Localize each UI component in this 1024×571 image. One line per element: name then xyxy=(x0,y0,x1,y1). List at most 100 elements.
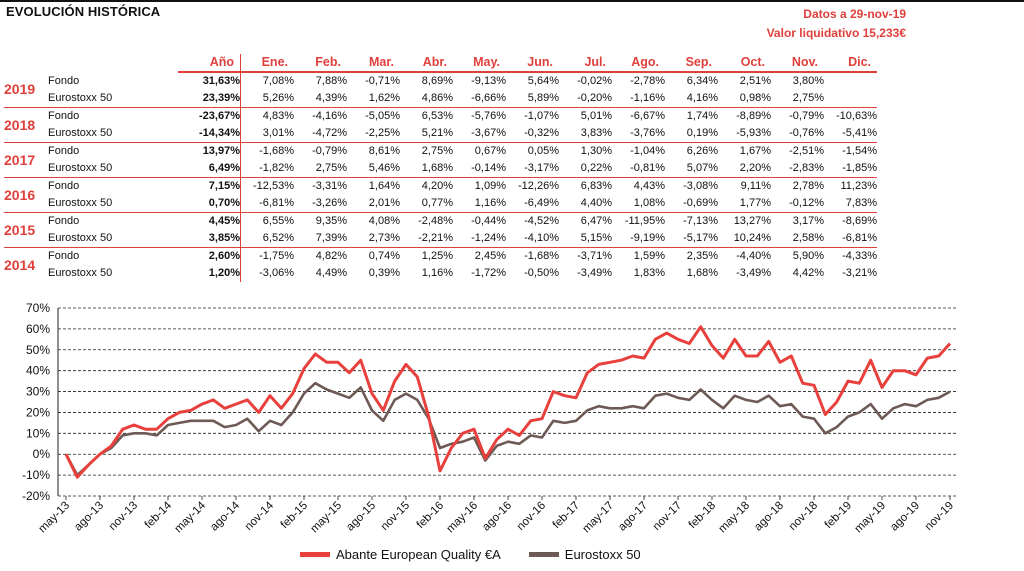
monthly-return: 4,42% xyxy=(792,267,824,279)
nav-text: Valor liquidativo 15,233€ xyxy=(766,26,906,40)
monthly-return: 4,20% xyxy=(400,177,453,195)
monthly-return: -7,13% xyxy=(665,212,718,230)
table-row: 2017 Fondo 13,97% -1,68% -0,79% 8,61% 2,75% 0,6… xyxy=(4,142,877,178)
monthly-return: 1,77% xyxy=(739,197,771,209)
monthly-return: -0,79% xyxy=(294,142,347,160)
table-row: 2014 Fondo 2,60% -1,75% 4,82% 0,74% 1,25% 2,45%… xyxy=(4,247,877,282)
monthly-return: -0,79% xyxy=(771,107,824,125)
monthly-return: -1,24% xyxy=(471,232,506,244)
monthly-return: 2,51% xyxy=(739,75,771,87)
monthly-return: -5,17% xyxy=(683,232,718,244)
column-header: Ene. xyxy=(240,54,294,73)
monthly-return: -3,06% xyxy=(240,265,294,282)
monthly-return: -1,54% xyxy=(824,142,877,160)
annual-return: -14,34% xyxy=(199,127,240,139)
monthly-return: -6,49% xyxy=(524,197,559,209)
monthly-return: -9,13% xyxy=(471,75,506,87)
x-tick-label: feb-16 xyxy=(415,500,447,532)
annual-return: 4,45% xyxy=(178,212,241,230)
monthly-return: 2,75% xyxy=(400,142,453,160)
monthly-return: 8,61% xyxy=(347,142,400,160)
monthly-return: 5,46% xyxy=(368,162,400,174)
monthly-return: -0,14% xyxy=(471,162,506,174)
monthly-return: -0,69% xyxy=(683,197,718,209)
monthly-return: -1,75% xyxy=(240,247,294,265)
row-label: Eurostoxx 50 xyxy=(48,92,113,104)
table-row: Eurostoxx 50 3,85% 6,52% 7,39% 2,73% -2,21% -1… xyxy=(4,230,877,248)
page-title: EVOLUCIÓN HISTÓRICA xyxy=(6,4,161,19)
monthly-return: -0,20% xyxy=(577,92,612,104)
monthly-return: 10,24% xyxy=(733,232,771,244)
monthly-return: 1,68% xyxy=(421,162,453,174)
monthly-return: -3,76% xyxy=(630,127,665,139)
monthly-return: -1,68% xyxy=(240,142,294,160)
monthly-return: 2,58% xyxy=(792,232,824,244)
monthly-return: 9,35% xyxy=(294,212,347,230)
monthly-return: -2,48% xyxy=(400,212,453,230)
monthly-return: -4,16% xyxy=(294,107,347,125)
monthly-return: 2,78% xyxy=(771,177,824,195)
table-header-row: Año Ene. Feb. Mar. Abr. May. Jun. Jul. Ago. Sep. O… xyxy=(4,54,877,73)
series-line-index xyxy=(64,381,951,477)
row-label: Fondo xyxy=(48,212,178,230)
top-rule xyxy=(0,0,1024,2)
row-label: Eurostoxx 50 xyxy=(48,162,113,174)
series-line-fund xyxy=(64,325,952,479)
x-tick-label: nov-14 xyxy=(243,499,277,533)
header-meta: Datos a 29-nov-19 Valor liquidativo 15,2… xyxy=(767,5,906,43)
monthly-return: -3,49% xyxy=(736,267,771,279)
x-tick-label: may-13 xyxy=(37,500,73,536)
monthly-return: 5,07% xyxy=(686,162,718,174)
table-row: Eurostoxx 50 1,20% -3,06% 4,49% 0,39% 1,16% -1… xyxy=(4,265,877,282)
monthly-return: -1,82% xyxy=(240,160,294,178)
chart-legend: Abante European Quality €A Eurostoxx 50 xyxy=(300,547,669,562)
legend-swatch-fund xyxy=(300,552,330,557)
annual-return: 23,39% xyxy=(202,92,240,104)
monthly-return: -5,93% xyxy=(736,127,771,139)
monthly-return: -11,95% xyxy=(612,212,665,230)
monthly-return: -4,10% xyxy=(524,232,559,244)
monthly-return: 6,53% xyxy=(400,107,453,125)
monthly-return: -5,41% xyxy=(842,127,877,139)
monthly-return: 7,39% xyxy=(315,232,347,244)
table-row: 2018 Fondo -23,67% 4,83% -4,16% -5,05% 6,53% -5… xyxy=(4,107,877,143)
monthly-return: 5,15% xyxy=(580,232,612,244)
monthly-return: 4,40% xyxy=(580,197,612,209)
monthly-return: 1,64% xyxy=(347,177,400,195)
monthly-return: 5,89% xyxy=(527,92,559,104)
monthly-return: -1,16% xyxy=(630,92,665,104)
monthly-return: -3,08% xyxy=(665,177,718,195)
x-tick-label: ago-14 xyxy=(208,499,242,533)
monthly-return: 4,86% xyxy=(421,92,453,104)
monthly-return: 3,01% xyxy=(240,125,294,143)
legend-swatch-index xyxy=(528,552,559,557)
table-row: 2015 Fondo 4,45% 6,55% 9,35% 4,08% -2,48% -0,44… xyxy=(4,212,877,248)
monthly-return: 2,75% xyxy=(792,92,824,104)
monthly-return: 4,43% xyxy=(612,177,665,195)
monthly-return: 8,69% xyxy=(421,75,453,87)
x-tick-label: ago-17 xyxy=(616,500,650,534)
legend-label-fund: Abante European Quality €A xyxy=(336,547,501,562)
table-row: Eurostoxx 50 23,39% 5,26% 4,39% 1,62% 4,86% -6… xyxy=(4,90,877,108)
monthly-return: 7,88% xyxy=(315,75,347,87)
x-tick-label: feb-15 xyxy=(279,500,311,532)
column-header: Ago. xyxy=(612,54,665,73)
year-label: 2016 xyxy=(4,177,48,213)
legend-item-fund: Abante European Quality €A xyxy=(300,547,501,562)
monthly-return: -0,71% xyxy=(365,75,400,87)
monthly-return: -0,12% xyxy=(789,197,824,209)
monthly-return: 5,01% xyxy=(559,107,612,125)
monthly-return: -6,67% xyxy=(612,107,665,125)
monthly-return: 1,25% xyxy=(400,247,453,265)
annual-return: 3,85% xyxy=(208,232,240,244)
column-header: Nov. xyxy=(771,54,824,73)
table-row: 2019 Fondo 31,63% 7,08% 7,88% -0,71% 8,69% -9,1… xyxy=(4,72,877,97)
monthly-return: 2,20% xyxy=(739,162,771,174)
monthly-return: -1,68% xyxy=(506,247,559,265)
performance-chart: -20%-10%0%10%20%30%40%50%60%70%may-13 ago… xyxy=(22,301,958,536)
monthly-return: -6,81% xyxy=(240,195,294,213)
monthly-return: -0,76% xyxy=(789,127,824,139)
monthly-return: 5,90% xyxy=(771,247,824,265)
x-tick-label: may-16 xyxy=(445,500,481,536)
monthly-return: 2,35% xyxy=(665,247,718,265)
